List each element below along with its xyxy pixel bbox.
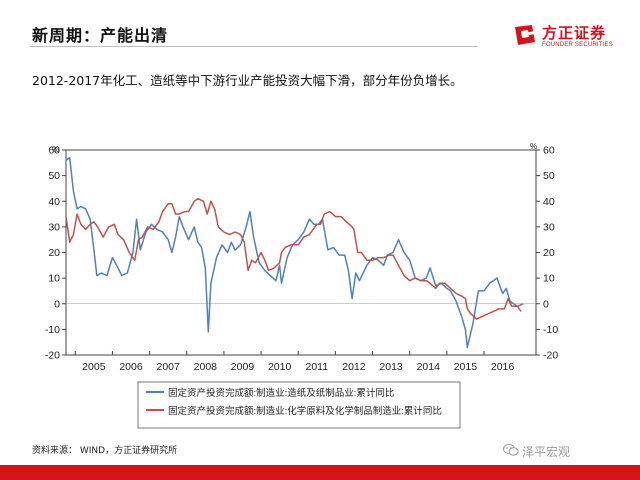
y-tick-label-right: 50 bbox=[543, 170, 555, 182]
data-source: 资料来源： WIND，方正证券研究所 bbox=[32, 446, 178, 456]
y-tick-label-right: -20 bbox=[543, 350, 558, 362]
logo-cn-text: 方正证券 bbox=[542, 24, 607, 42]
y-tick-label-left: 0 bbox=[54, 298, 60, 310]
y-tick-label-right: 20 bbox=[543, 247, 555, 259]
y-tick-label-left: 40 bbox=[48, 196, 60, 208]
x-tick-label: 2016 bbox=[491, 361, 515, 373]
y-unit-left: % bbox=[52, 145, 59, 154]
y-tick-label-left: 20 bbox=[48, 247, 60, 259]
x-tick-label: 2011 bbox=[305, 361, 328, 373]
investment-growth-chart: -20 -20 -10 -10 0 0 10 10 20 20 30 30 40 40 50 50 60 60%%… bbox=[0, 130, 640, 430]
logo-en-text: FOUNDER SECURITIES bbox=[542, 42, 613, 48]
founder-logo-icon bbox=[515, 25, 535, 45]
legend-label-1: 固定资产投资完成额:制造业:造纸及纸制品业:累计同比 bbox=[168, 387, 394, 399]
y-tick-label-left: 50 bbox=[48, 170, 60, 182]
x-tick-label: 2010 bbox=[268, 361, 292, 373]
slide-title: 新周期：产能出清 bbox=[32, 26, 169, 45]
line-chart: -20 -20 -10 -10 0 0 10 10 20 20 30 30 40 40 50 50 60 60%%… bbox=[45, 142, 558, 429]
slide-subtitle: 2012-2017年化工、造纸等中下游行业产能投资大幅下滑，部分年份负增长。 bbox=[32, 73, 463, 88]
y-tick-label-left: 30 bbox=[48, 221, 60, 233]
footer-bar bbox=[0, 465, 640, 480]
y-unit-right: % bbox=[530, 142, 537, 151]
y-tick-label-left: -10 bbox=[45, 324, 60, 336]
watermark-text: 泽平宏观 bbox=[522, 445, 571, 459]
legend-label-2: 固定资产投资完成额:制造业:化学原料及化学制品制造业:累计同比 bbox=[168, 405, 442, 417]
y-tick-label-right: -10 bbox=[543, 324, 558, 336]
y-tick-label-right: 0 bbox=[543, 298, 549, 310]
x-tick-label: 2005 bbox=[82, 361, 106, 373]
x-tick-label: 2009 bbox=[231, 361, 255, 373]
x-tick-label: 2014 bbox=[417, 361, 441, 373]
title-divider bbox=[30, 46, 478, 47]
y-tick-label-left: -20 bbox=[45, 350, 60, 362]
x-tick-label: 2015 bbox=[454, 361, 478, 373]
series-line-1 bbox=[65, 156, 522, 349]
x-tick-label: 2008 bbox=[194, 361, 218, 373]
x-tick-label: 2013 bbox=[379, 361, 403, 373]
x-tick-label: 2012 bbox=[342, 361, 366, 373]
y-tick-label-left: 10 bbox=[48, 273, 60, 285]
y-tick-label-right: 40 bbox=[543, 196, 555, 208]
founder-securities-logo: 方正证券 FOUNDER SECURITIES bbox=[512, 20, 632, 60]
series-line-2 bbox=[65, 197, 524, 320]
x-tick-label: 2006 bbox=[119, 361, 143, 373]
y-tick-label-left: 60 bbox=[48, 145, 60, 157]
y-tick-label-right: 30 bbox=[543, 221, 555, 233]
wechat-icon bbox=[503, 444, 519, 456]
legend-box bbox=[137, 381, 461, 429]
y-tick-label-right: 10 bbox=[543, 273, 555, 285]
x-tick-label: 2007 bbox=[156, 361, 180, 373]
y-tick-label-right: 60 bbox=[543, 145, 555, 157]
